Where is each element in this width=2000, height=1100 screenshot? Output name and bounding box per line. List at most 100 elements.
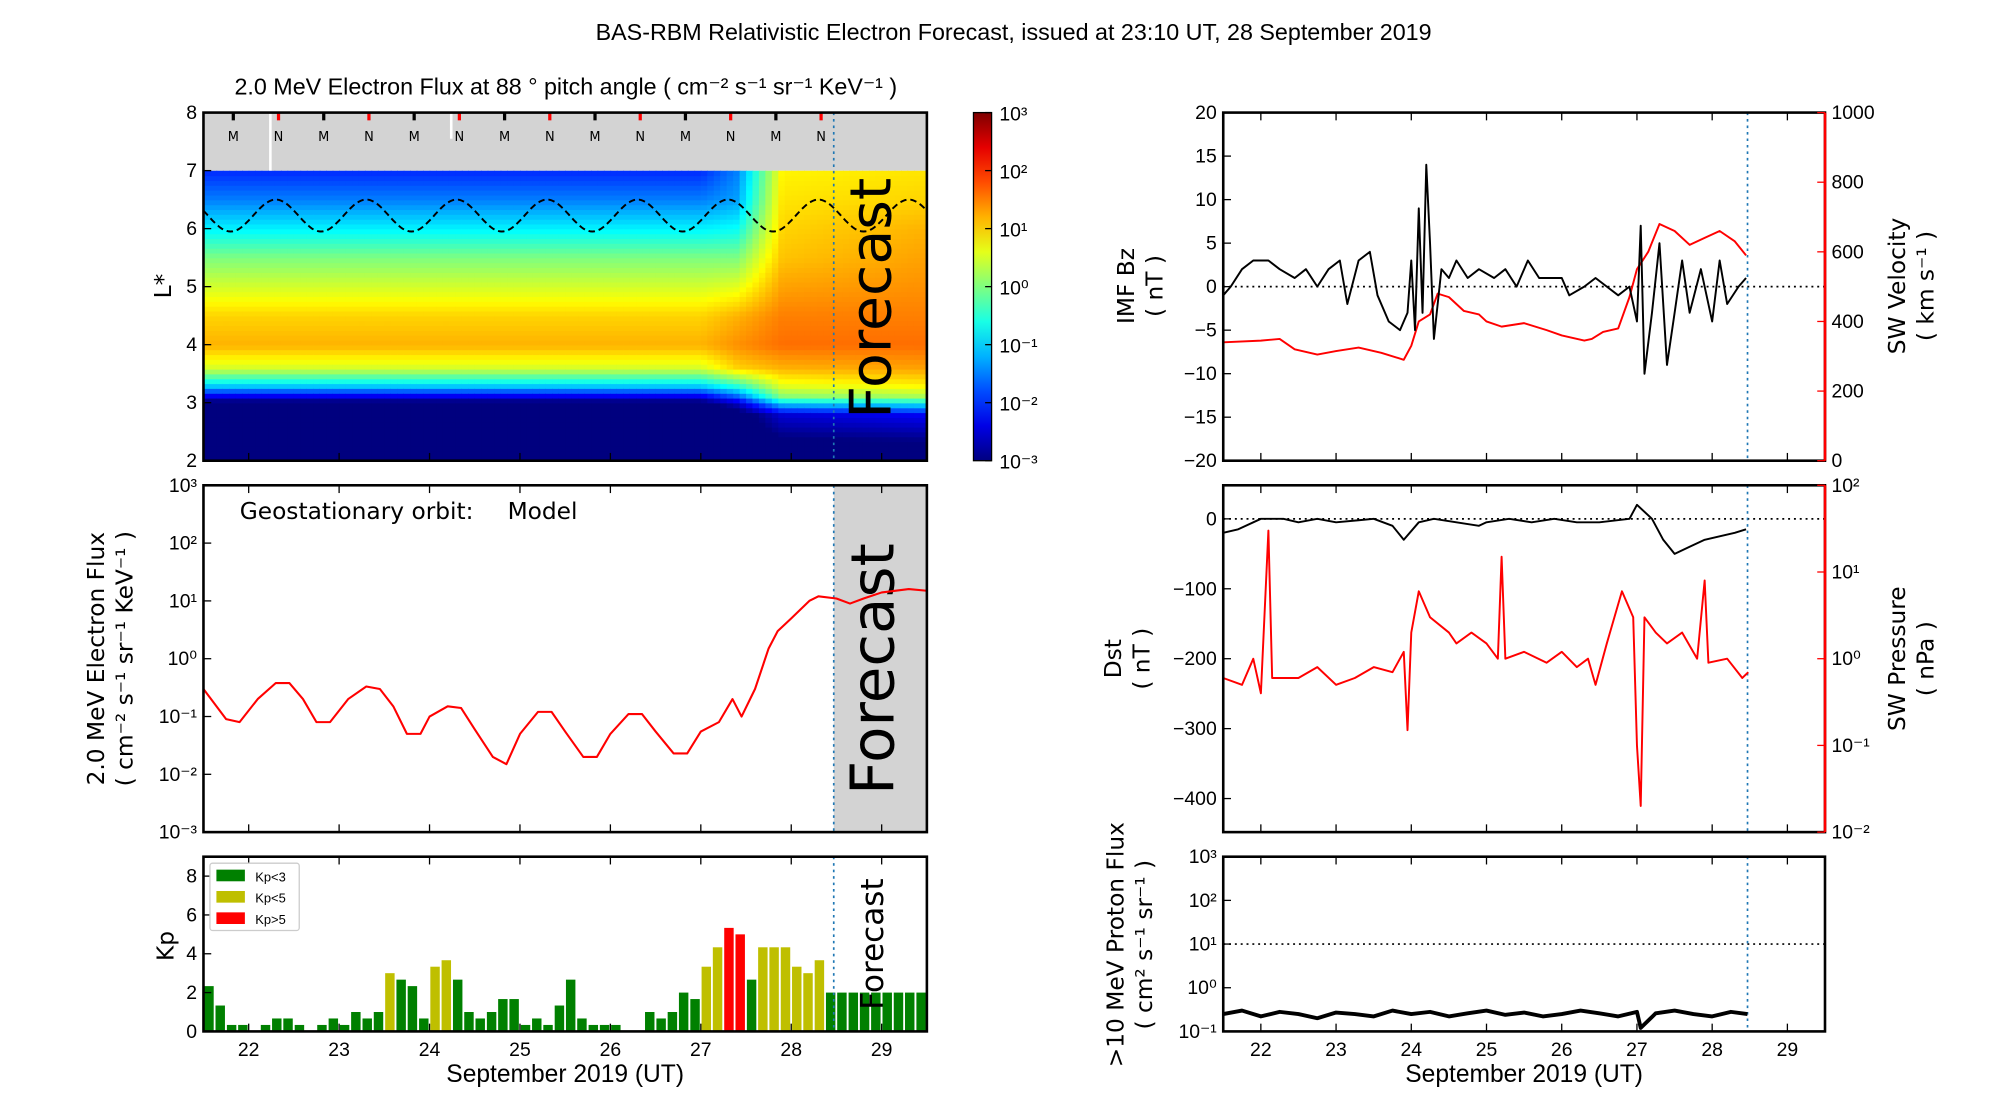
heatmap-cell (216, 436, 224, 443)
heatmap-cell (229, 455, 237, 461)
heatmap-cell (319, 431, 327, 438)
heatmap-cell (720, 397, 728, 404)
heatmap-cell (274, 455, 282, 461)
heatmap-cell (242, 228, 250, 235)
heatmap-cell (364, 209, 373, 215)
heatmap-cell (248, 243, 256, 249)
heatmap-cell (410, 305, 418, 312)
heatmap-cell (610, 397, 618, 404)
heatmap-cell (668, 431, 676, 438)
heatmap-cell (319, 378, 327, 385)
heatmap-cell (255, 185, 263, 191)
heatmap-cell (668, 364, 676, 370)
heatmap-cell (720, 175, 728, 182)
heatmap-cell (384, 397, 392, 404)
heatmap-cell (674, 436, 683, 443)
heatmap-cell (319, 276, 327, 283)
heatmap-cell (474, 349, 482, 356)
heatmap-cell (358, 252, 366, 259)
heatmap-cell (565, 378, 573, 385)
heatmap-cell (629, 189, 637, 196)
heatmap-cell (436, 185, 444, 191)
heatmap-cell (520, 243, 528, 249)
heatmap-cell (642, 364, 650, 370)
heatmap-cell (513, 325, 521, 331)
heatmap-cell (474, 209, 482, 215)
heatmap-cell (565, 441, 573, 447)
heatmap-cell (636, 189, 644, 196)
heatmap-cell (513, 407, 521, 414)
heatmap-cell (371, 320, 379, 327)
heatmap-cell (571, 364, 579, 370)
heatmap-cell (597, 368, 605, 375)
heatmap-cell (655, 330, 663, 336)
heatmap-cell (313, 407, 321, 414)
heatmap-cell (513, 373, 521, 380)
heatmap-cell (578, 305, 586, 312)
heatmap-cell (545, 373, 554, 380)
heatmap-cell (642, 204, 650, 211)
heatmap-cell (261, 407, 269, 414)
heatmap-cell (416, 257, 424, 264)
heatmap-cell (681, 310, 689, 317)
heatmap-cell (474, 426, 482, 433)
heatmap-cell (500, 388, 508, 394)
heatmap-cell (565, 180, 573, 186)
heatmap-cell (442, 378, 450, 385)
heatmap-cell (423, 339, 431, 346)
heatmap-cell (319, 175, 327, 182)
heatmap-cell (384, 296, 392, 302)
heatmap-cell (616, 247, 625, 254)
heatmap-cell (623, 431, 631, 438)
heatmap-cell (520, 397, 528, 404)
heatmap-cell (235, 422, 244, 428)
heatmap-cell (326, 402, 334, 409)
heatmap-cell (668, 204, 676, 211)
heatmap-cell (565, 368, 573, 375)
heatmap-cell (520, 364, 528, 370)
heatmap-cell (468, 330, 476, 336)
heatmap-cell (203, 339, 211, 346)
heatmap-cell (410, 402, 418, 409)
heatmap-cell (694, 310, 702, 317)
heatmap-cell (248, 218, 256, 225)
heatmap-cell (371, 383, 379, 389)
heatmap-cell (345, 325, 353, 331)
heatmap-cell (726, 228, 734, 235)
heatmap-cell (578, 417, 586, 423)
heatmap-cell (520, 189, 528, 196)
heatmap-cell (532, 344, 541, 351)
heatmap-cell (558, 354, 566, 360)
heatmap-cell (642, 407, 650, 414)
heatmap-cell (287, 368, 295, 375)
heatmap-cell (345, 305, 353, 312)
heatmap-cell (416, 175, 424, 182)
heatmap-cell (332, 402, 340, 409)
heatmap-cell (274, 238, 282, 244)
heatmap-cell (726, 397, 734, 404)
heatmap-cell (326, 431, 334, 438)
heatmap-cell (597, 422, 605, 428)
heatmap-cell (280, 402, 289, 409)
heatmap-cell (313, 291, 321, 297)
heatmap-cell (442, 397, 450, 404)
heatmap-cell (655, 180, 663, 186)
heatmap-cell (629, 238, 637, 244)
heatmap-cell (403, 325, 411, 331)
heatmap-cell (494, 175, 502, 182)
heatmap-cell (313, 204, 321, 211)
heatmap-cell (274, 223, 282, 230)
heatmap-cell (345, 455, 353, 461)
heatmap-cell (681, 325, 689, 331)
heatmap-cell (358, 451, 366, 457)
heatmap-cell (242, 238, 250, 244)
heatmap-cell (733, 335, 741, 341)
heatmap-cell (436, 383, 444, 389)
heatmap-cell (636, 431, 644, 438)
heatmap-cell (487, 291, 495, 297)
heatmap-cell (494, 354, 502, 360)
heatmap-cell (584, 228, 592, 235)
heatmap-cell (468, 214, 476, 220)
heatmap-cell (326, 315, 334, 322)
heatmap-cell (255, 383, 263, 389)
